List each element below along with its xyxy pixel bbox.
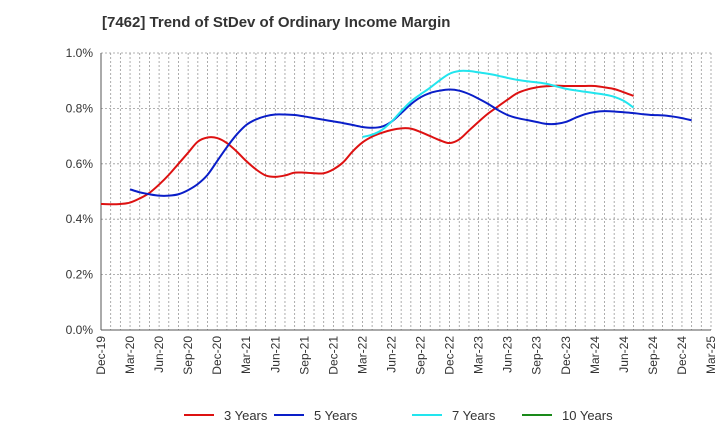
x-tick-label: Jun-23 <box>501 336 515 373</box>
y-tick-label: 0.6% <box>66 157 94 171</box>
legend-item-5-years: 5 Years <box>274 404 357 426</box>
x-tick-label: Sep-20 <box>181 336 195 375</box>
x-tick-label: Mar-25 <box>704 336 718 374</box>
y-tick-label: 0.4% <box>66 212 94 226</box>
x-tick-label: Mar-24 <box>588 336 602 374</box>
x-tick-label: Sep-21 <box>297 336 311 375</box>
legend-label: 7 Years <box>452 407 496 423</box>
legend-item-3-years: 3 Years <box>184 404 267 426</box>
x-tick-label: Sep-23 <box>530 336 544 375</box>
x-tick-label: Jun-22 <box>384 336 398 373</box>
legend-label: 5 Years <box>314 407 358 423</box>
legend-label: 3 Years <box>224 407 268 423</box>
x-tick-label: Dec-20 <box>210 336 224 375</box>
series-line-5-years <box>129 88 692 197</box>
chart-legend: 3 Years 5 Years 7 Years 10 Years <box>0 404 720 428</box>
x-tick-label: Mar-21 <box>239 336 253 374</box>
y-tick-label: 1.0% <box>66 46 94 60</box>
chart-title: [7462] Trend of StDev of Ordinary Income… <box>102 14 451 31</box>
y-tick-label: 0.0% <box>66 323 94 337</box>
x-tick-label: Mar-20 <box>123 336 137 374</box>
legend-swatch <box>274 414 304 416</box>
x-tick-label: Dec-24 <box>675 336 689 375</box>
legend-label: 10 Years <box>562 407 613 423</box>
x-tick-label: Dec-21 <box>326 336 340 375</box>
x-tick-label: Sep-22 <box>414 336 428 375</box>
series-line-3-years <box>100 84 634 206</box>
line-chart: 0.0% 0.2% 0.4% 0.6% 0.8% 1.0% Dec-19 Mar-20 Jun-… <box>66 46 718 375</box>
legend-swatch <box>412 414 442 416</box>
legend-swatch <box>522 414 552 416</box>
legend-item-10-years: 10 Years <box>522 404 613 426</box>
plot-area <box>101 53 711 330</box>
series-line-7-years <box>362 69 635 138</box>
x-tick-label: Sep-24 <box>646 336 660 375</box>
y-tick-label: 0.2% <box>66 268 94 282</box>
x-tick-label: Dec-22 <box>443 336 457 375</box>
x-tick-label: Dec-19 <box>94 336 108 375</box>
legend-item-7-years: 7 Years <box>412 404 495 426</box>
x-tick-label: Jun-20 <box>152 336 166 373</box>
x-tick-label: Mar-22 <box>355 336 369 374</box>
x-tick-label: Jun-21 <box>268 336 282 373</box>
x-tick-label: Dec-23 <box>559 336 573 375</box>
legend-swatch <box>184 414 214 416</box>
y-tick-label: 0.8% <box>66 101 94 115</box>
x-tick-label: Jun-24 <box>617 336 631 373</box>
x-tick-label: Mar-23 <box>472 336 486 374</box>
